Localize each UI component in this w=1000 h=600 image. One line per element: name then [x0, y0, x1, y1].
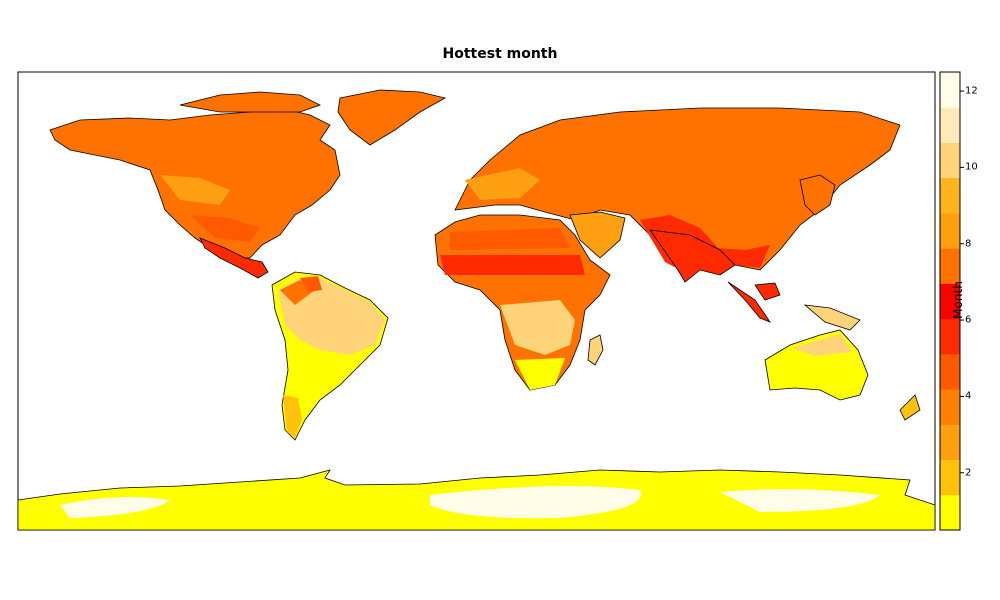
color-bar-segment	[940, 459, 960, 496]
color-bar-label: Month	[951, 281, 965, 319]
map-title: Hottest month	[442, 46, 558, 62]
australia	[764, 304, 921, 421]
color-bar-segment	[940, 248, 960, 284]
color-bar-tick-label: 6	[965, 314, 972, 326]
color-bar	[940, 72, 960, 531]
color-bar-segment	[940, 212, 960, 249]
color-bar-segment	[940, 318, 960, 355]
antarctica	[17, 469, 936, 531]
color-bar-segment	[940, 142, 960, 179]
color-bar-tick-label: 4	[965, 390, 972, 402]
color-bar-ticks	[960, 90, 964, 474]
color-bar-tick-label: 10	[965, 161, 978, 173]
eurasia	[454, 107, 901, 323]
south-america	[271, 271, 389, 441]
color-bar-tick-label: 12	[965, 85, 978, 97]
color-bar-segment	[940, 283, 960, 320]
color-bar-tick-label: 2	[965, 467, 972, 479]
north-america	[49, 89, 447, 279]
color-bar-frame	[939, 71, 961, 531]
color-bar-tick-label: 8	[965, 238, 972, 250]
color-bar-segment	[940, 177, 960, 214]
africa	[434, 214, 611, 391]
color-bar-segment	[940, 389, 960, 425]
color-bar-segment	[940, 494, 960, 531]
color-bar-segment	[940, 107, 960, 143]
color-bar-segment	[940, 72, 960, 108]
color-bar-segment	[940, 353, 960, 390]
color-bar-segment	[940, 424, 960, 461]
